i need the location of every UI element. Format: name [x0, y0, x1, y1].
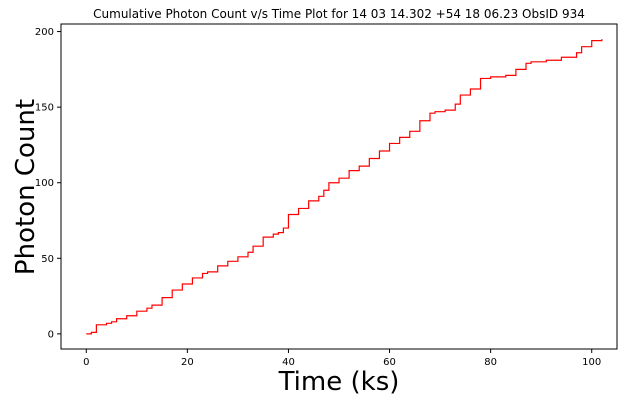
x-tick-label: 80 — [484, 357, 497, 368]
x-tick-label: 40 — [282, 357, 295, 368]
chart-title: Cumulative Photon Count v/s Time Plot fo… — [93, 7, 585, 21]
y-tick-label: 50 — [41, 254, 54, 265]
y-tick-label: 150 — [35, 103, 54, 114]
y-tick-label: 200 — [35, 27, 54, 38]
plot-area — [60, 23, 618, 350]
y-tick-label: 0 — [48, 329, 54, 340]
x-tick-label: 60 — [383, 357, 396, 368]
series-line — [86, 39, 603, 335]
y-axis-ticks: 0 50 100 150 200 — [35, 27, 61, 340]
y-axis-label: Photon Count — [11, 99, 41, 275]
x-axis-ticks: 0 20 40 60 80 100 — [83, 349, 601, 368]
y-tick-label: 100 — [35, 178, 54, 189]
x-axis-label: Time (ks) — [278, 367, 400, 397]
x-tick-label: 100 — [582, 357, 601, 368]
x-tick-label: 20 — [181, 357, 194, 368]
x-tick-label: 0 — [83, 357, 89, 368]
